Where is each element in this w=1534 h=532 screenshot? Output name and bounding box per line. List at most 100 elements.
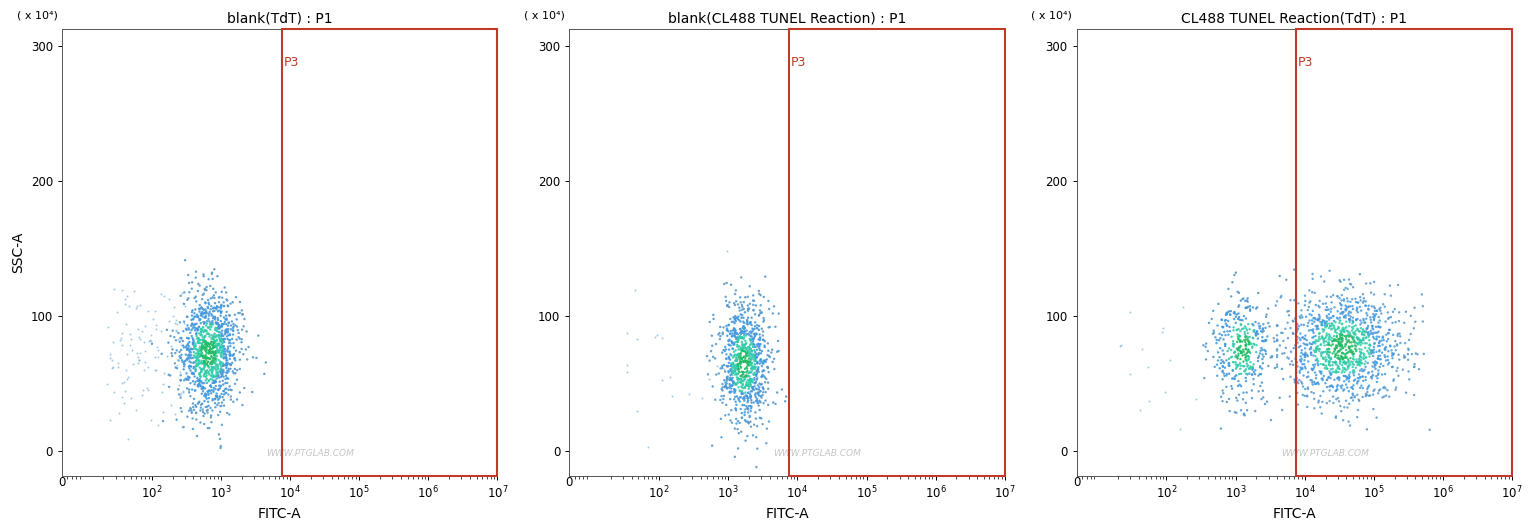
Point	[1367, 316, 1391, 325]
Point	[729, 378, 753, 386]
Point	[1250, 328, 1275, 336]
Point	[1236, 355, 1261, 364]
Point	[175, 346, 199, 354]
Point	[193, 354, 218, 362]
Point	[753, 373, 778, 381]
Point	[756, 297, 781, 305]
Point	[187, 378, 212, 386]
Point	[1209, 393, 1233, 401]
Point	[124, 348, 149, 357]
Point	[187, 375, 212, 383]
Point	[212, 360, 236, 368]
Point	[1345, 390, 1370, 399]
Point	[186, 327, 210, 335]
Point	[210, 370, 235, 379]
Point	[723, 378, 747, 387]
Point	[1282, 378, 1307, 386]
Point	[1335, 358, 1359, 366]
Point	[192, 409, 216, 418]
Text: WWW.PTGLAB.COM: WWW.PTGLAB.COM	[773, 449, 862, 458]
Point	[756, 368, 781, 376]
Point	[729, 428, 753, 436]
Point	[735, 350, 759, 358]
Point	[1361, 348, 1385, 356]
Point	[1298, 316, 1322, 325]
Point	[718, 373, 742, 382]
Point	[169, 423, 193, 431]
Point	[193, 369, 218, 378]
Point	[196, 329, 221, 338]
Point	[758, 323, 782, 331]
Point	[196, 394, 221, 402]
Point	[189, 401, 213, 409]
Point	[138, 336, 163, 345]
Point	[746, 444, 770, 453]
Point	[207, 330, 232, 339]
Point	[181, 405, 206, 414]
Point	[1355, 388, 1379, 396]
Point	[1224, 353, 1249, 362]
Point	[1347, 327, 1371, 335]
Point	[1336, 285, 1361, 293]
Point	[1315, 329, 1339, 338]
Point	[752, 358, 776, 366]
Point	[1315, 364, 1339, 373]
Point	[1247, 363, 1272, 372]
Point	[1355, 390, 1379, 399]
Point	[733, 372, 758, 380]
Point	[209, 340, 233, 349]
Point	[114, 300, 138, 309]
Point	[1310, 321, 1335, 329]
Point	[1295, 336, 1319, 344]
Point	[1244, 304, 1269, 313]
Point	[742, 360, 767, 369]
Point	[1266, 351, 1290, 359]
Point	[201, 335, 225, 344]
Point	[1210, 358, 1235, 366]
Point	[735, 392, 759, 400]
Point	[719, 370, 744, 378]
Point	[1233, 398, 1258, 407]
Point	[164, 415, 189, 424]
Point	[733, 371, 758, 380]
Point	[196, 424, 221, 433]
Point	[184, 355, 209, 364]
Point	[202, 304, 227, 312]
Point	[190, 305, 215, 313]
Point	[187, 370, 212, 378]
Point	[195, 286, 219, 295]
Point	[196, 347, 221, 356]
Point	[1328, 382, 1353, 390]
Point	[1236, 345, 1261, 354]
Point	[1203, 333, 1227, 342]
Point	[212, 335, 236, 343]
Point	[1399, 330, 1424, 338]
Point	[723, 364, 747, 373]
Point	[1229, 327, 1253, 335]
Point	[187, 380, 212, 389]
Point	[749, 392, 773, 401]
Point	[229, 338, 253, 346]
Point	[1230, 316, 1255, 325]
Point	[1197, 319, 1221, 327]
Point	[1232, 328, 1256, 336]
Point	[224, 346, 249, 355]
Point	[1336, 297, 1361, 305]
Point	[1312, 361, 1336, 369]
Point	[736, 348, 761, 357]
Point	[201, 387, 225, 396]
Point	[724, 329, 749, 338]
Point	[1388, 332, 1413, 340]
Point	[196, 323, 221, 331]
Point	[713, 367, 738, 376]
Point	[210, 332, 235, 340]
Point	[1232, 362, 1256, 370]
Point	[1282, 296, 1307, 304]
Point	[1210, 322, 1235, 331]
Point	[1289, 320, 1313, 329]
Point	[161, 327, 186, 335]
Point	[713, 297, 738, 305]
Point	[187, 346, 212, 355]
Point	[1307, 297, 1332, 305]
Point	[195, 405, 219, 414]
